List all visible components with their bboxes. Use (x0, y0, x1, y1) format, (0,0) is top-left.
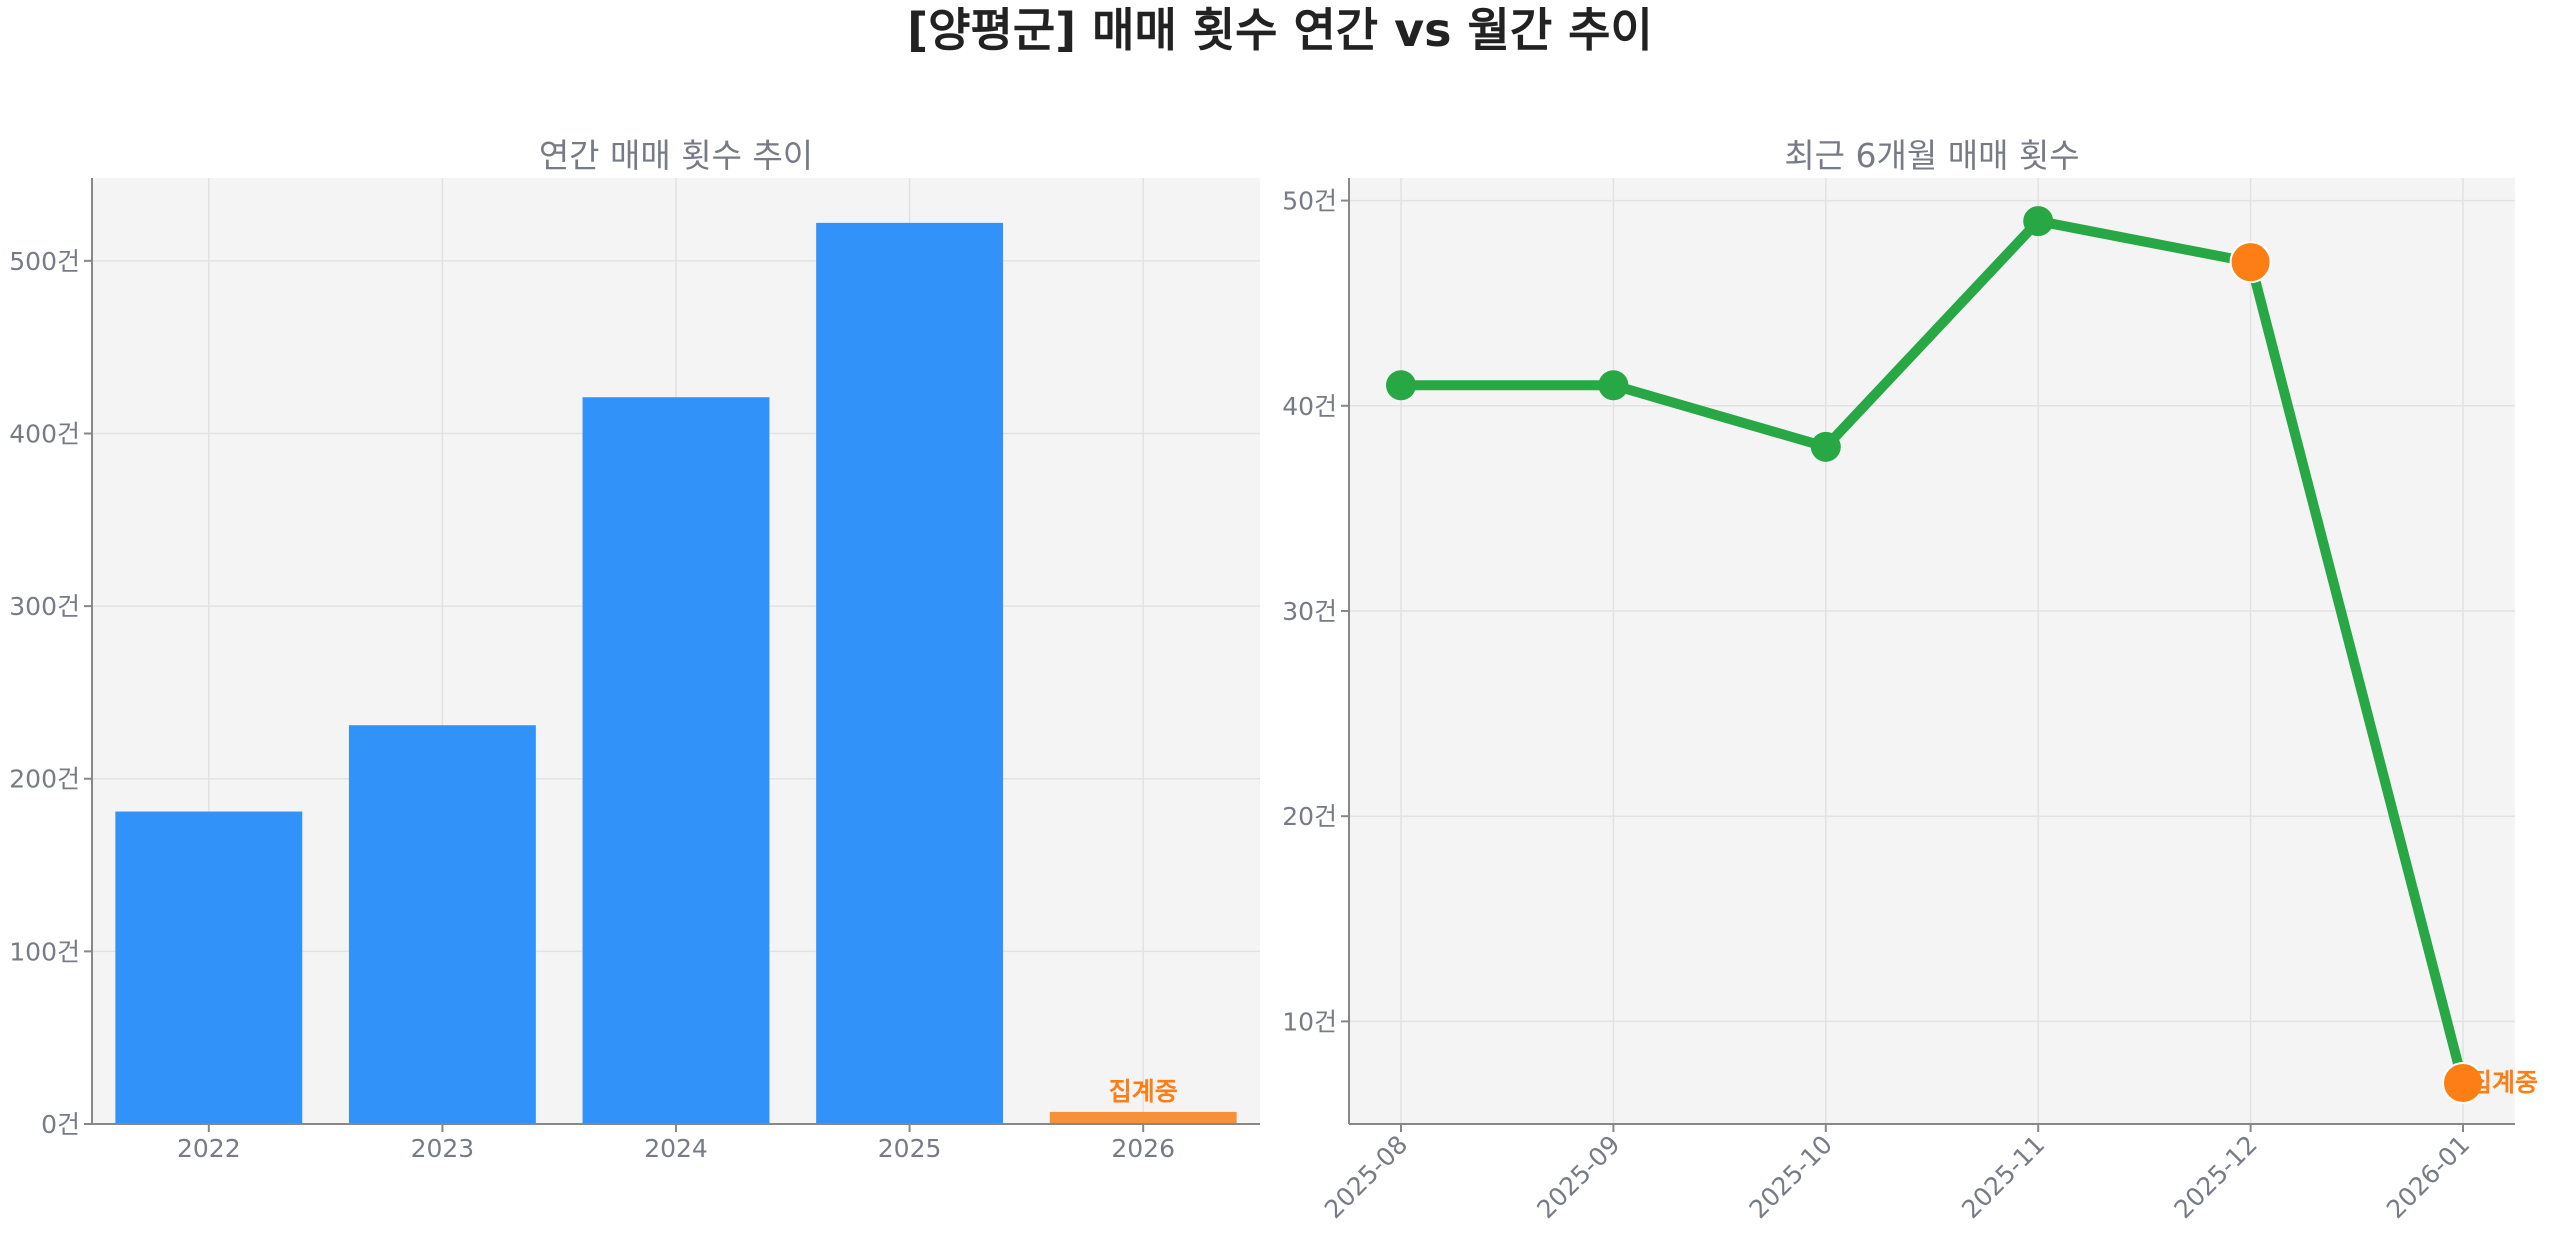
x-tick-label: 2025-09 (1531, 1130, 1625, 1224)
y-tick-label: 100건 (9, 937, 80, 966)
line-chart-title: 최근 6개월 매매 횟수 (1784, 136, 2079, 175)
highlight-point (2442, 1061, 2484, 1104)
y-tick-label: 0건 (41, 1110, 80, 1139)
x-tick-label: 2025-12 (2168, 1130, 2262, 1224)
x-tick-label: 2025-08 (1319, 1130, 1413, 1224)
y-tick-label: 300건 (9, 592, 80, 621)
x-tick-label: 2026 (1111, 1134, 1175, 1163)
y-tick-label: 10건 (1282, 1007, 1337, 1036)
x-tick-label: 2023 (411, 1134, 475, 1163)
y-tick-label: 200건 (9, 765, 80, 794)
annual-bar-chart: 0건 100건 200건 300건 400건 500건 2022 2023 2024 2025 20… (9, 136, 1260, 1163)
y-tick-label: 500건 (9, 247, 80, 276)
bar-chart-title: 연간 매매 횟수 추이 (539, 136, 813, 175)
y-tick-label: 400건 (9, 419, 80, 448)
data-point (2023, 206, 2054, 237)
y-tick-label: 30건 (1282, 597, 1337, 626)
y-tick-label: 20건 (1282, 802, 1337, 831)
x-tick-label: 2025 (878, 1134, 942, 1163)
plot-area (1349, 178, 2515, 1124)
highlight-point (2229, 241, 2272, 284)
pending-label: 집계중 (2469, 1068, 2538, 1097)
data-point (1386, 370, 1416, 401)
bar-pending (1049, 1111, 1237, 1124)
bar (816, 222, 1004, 1125)
x-tick-label: 2024 (644, 1134, 708, 1163)
bar (115, 811, 303, 1124)
data-point (1598, 370, 1629, 401)
pending-label: 집계중 (1109, 1077, 1178, 1106)
bar (348, 725, 536, 1124)
monthly-line-chart: 10건 20건 30건 40건 50건 2025-08 2025-09 2025-10 2025… (1282, 136, 2538, 1224)
bar (582, 397, 770, 1125)
series-line (1401, 216, 2468, 1085)
y-tick-label: 50건 (1282, 187, 1337, 216)
x-tick-label: 2022 (177, 1134, 241, 1163)
y-tick-label: 40건 (1282, 392, 1337, 421)
x-tick-label: 2025-10 (1744, 1130, 1838, 1224)
main-title: [양평군] 매매 횟수 연간 vs 월간 추이 (907, 3, 1653, 57)
x-tick-label: 2026-01 (2381, 1130, 2475, 1224)
data-point (1810, 431, 1841, 462)
x-tick-label: 2025-11 (1956, 1130, 2050, 1224)
